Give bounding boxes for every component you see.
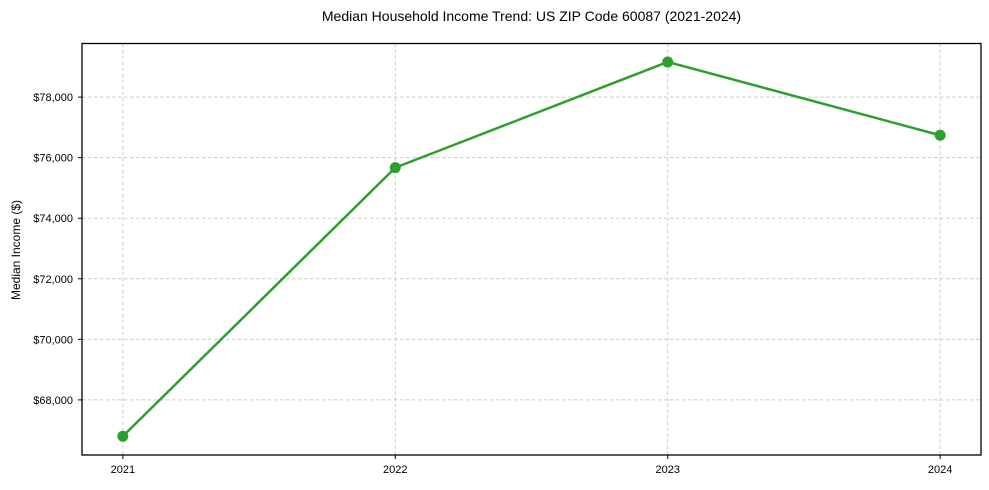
plot-border	[81, 42, 982, 456]
data-point-2023	[662, 56, 674, 68]
chart-title: Median Household Income Trend: US ZIP Co…	[321, 8, 742, 24]
x-tick-label: 2024	[928, 464, 952, 476]
y-tick-label: $78,000	[33, 92, 73, 104]
y-tick-label: $74,000	[33, 213, 73, 225]
y-tick-label: $70,000	[33, 334, 73, 346]
x-tick-label: 2022	[383, 464, 407, 476]
y-tick-label: $72,000	[33, 274, 73, 286]
data-point-2022	[389, 162, 401, 174]
data-point-2024	[934, 129, 946, 141]
data-line	[121, 60, 942, 438]
x-tick-label: 2023	[655, 464, 679, 476]
x-tick-label: 2021	[111, 464, 135, 476]
data-point-2021	[117, 430, 129, 442]
y-tick-label: $68,000	[33, 395, 73, 407]
y-tick-label: $76,000	[33, 153, 73, 165]
